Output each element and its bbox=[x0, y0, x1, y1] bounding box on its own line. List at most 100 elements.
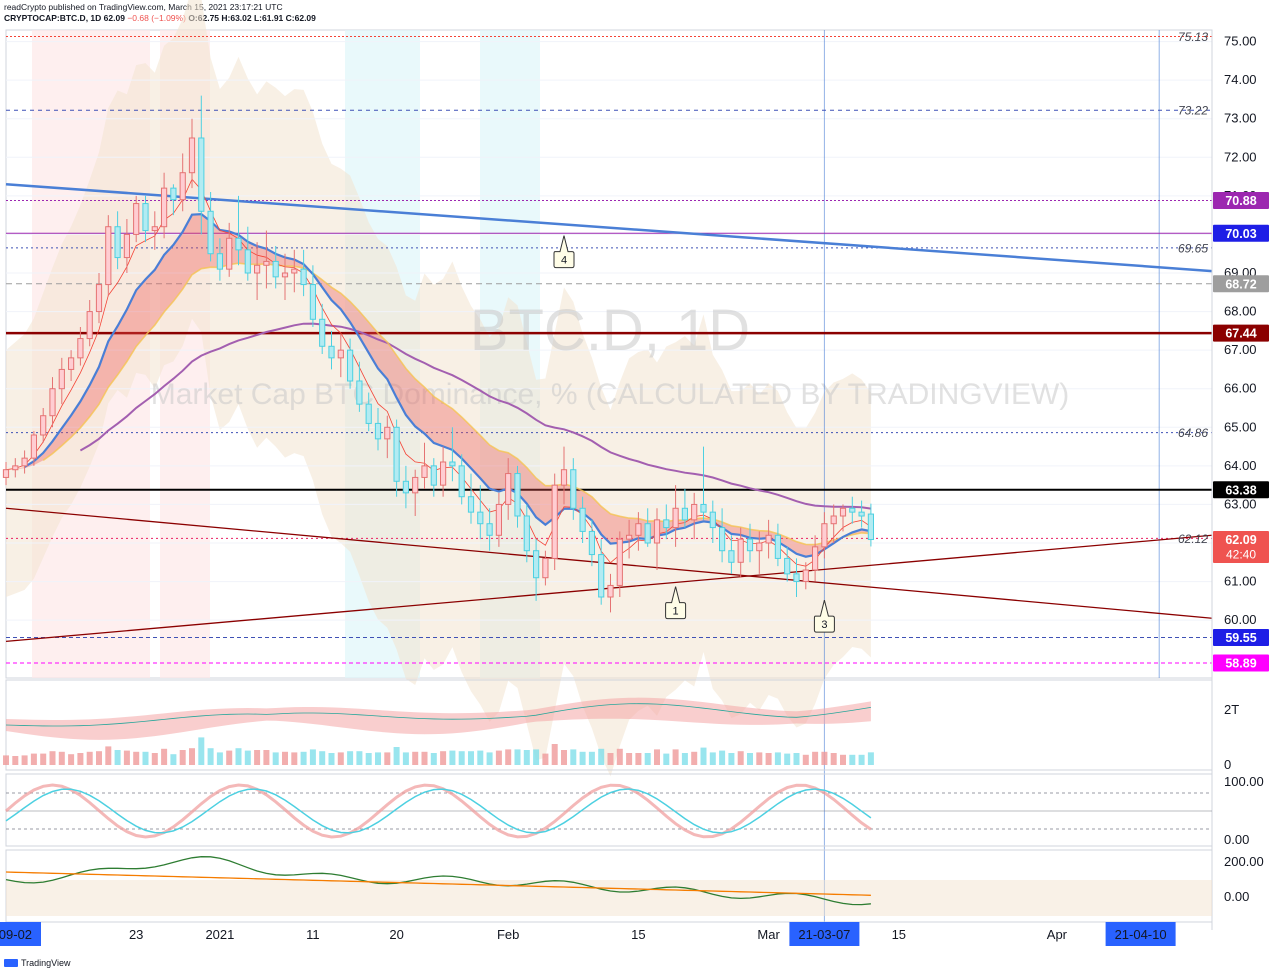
indicator-axis-label: 200.00 bbox=[1224, 854, 1264, 869]
price-label-box bbox=[1213, 191, 1269, 209]
volume-bar bbox=[291, 752, 298, 765]
watermark-title: BTC.D, 1D bbox=[470, 298, 750, 363]
price-tick-label: 64.00 bbox=[1224, 458, 1257, 473]
watermark-subtitle: Market Cap BTC Dominance, % (CALCULATED … bbox=[151, 378, 1070, 411]
price-change: −0.68 (−1.09%) bbox=[127, 13, 186, 23]
candle-body bbox=[588, 530, 595, 556]
candle-body bbox=[551, 484, 558, 559]
volume-bar bbox=[849, 754, 856, 765]
volume-bar bbox=[551, 744, 558, 765]
indicator-axis-label: 0.00 bbox=[1224, 832, 1249, 847]
candle-body bbox=[774, 534, 781, 559]
price-tick-label: 74.00 bbox=[1224, 72, 1257, 87]
price-tick-label: 65.00 bbox=[1224, 419, 1257, 434]
candle-body bbox=[77, 338, 84, 359]
volume-bar bbox=[700, 747, 707, 765]
candle-body bbox=[458, 465, 465, 498]
time-label-text: 20-09-02 bbox=[0, 927, 32, 942]
volume-bar bbox=[319, 751, 326, 765]
price-label-text: 70.88 bbox=[1225, 194, 1256, 208]
candle-body bbox=[2, 469, 10, 478]
cci-band bbox=[6, 880, 1212, 916]
volume-bar bbox=[709, 752, 716, 765]
volume-bar bbox=[402, 752, 409, 765]
candle-body bbox=[607, 584, 614, 598]
candle-body bbox=[765, 534, 772, 544]
price-tick-label: 61.00 bbox=[1224, 574, 1257, 589]
candle-body bbox=[626, 534, 633, 540]
indicator-axis-label: 2T bbox=[1224, 702, 1239, 717]
volume-bar bbox=[161, 748, 168, 765]
volume-bar bbox=[542, 753, 549, 765]
candle-body bbox=[328, 345, 335, 359]
volume-bar bbox=[77, 753, 84, 765]
symbol-line: CRYPTOCAP:BTC.D, 1D 62.09 −0.68 (−1.09%)… bbox=[4, 13, 316, 24]
volume-bar bbox=[263, 750, 270, 765]
volume-bar bbox=[347, 751, 354, 765]
candle-body bbox=[719, 527, 726, 552]
candle-body bbox=[263, 260, 270, 266]
candle-body bbox=[756, 542, 763, 552]
volume-bar bbox=[468, 751, 474, 765]
volume-bar bbox=[607, 753, 614, 765]
volume-bar bbox=[68, 754, 75, 765]
candle-body bbox=[653, 519, 661, 544]
volume-bar bbox=[282, 751, 288, 765]
price-label-text: 67.44 bbox=[1225, 327, 1256, 341]
candle-body bbox=[40, 415, 47, 436]
volume-bar bbox=[309, 749, 316, 765]
volume-bar bbox=[793, 753, 800, 765]
volume-bar bbox=[830, 753, 837, 765]
candle-body bbox=[300, 268, 307, 286]
tradingview-logo[interactable]: TradingView bbox=[4, 958, 71, 968]
candle-body bbox=[244, 249, 251, 274]
time-label-text: 21-03-07 bbox=[798, 927, 850, 942]
candle-body bbox=[672, 507, 679, 529]
indicator-panes: 2T 0 100.00 0.00 200.00 0.00 bbox=[3, 679, 1264, 923]
candle-body bbox=[700, 503, 707, 513]
last-price: 62.09 bbox=[103, 13, 125, 23]
ema-5-line bbox=[5, 178, 872, 567]
volume-bar bbox=[216, 752, 223, 765]
candle-body bbox=[728, 550, 735, 563]
volume-bar bbox=[765, 753, 772, 765]
chart-header: readCrypto published on TradingView.com,… bbox=[4, 2, 316, 24]
candle-body bbox=[421, 465, 428, 478]
annotation-callout bbox=[813, 599, 835, 633]
candle-body bbox=[737, 538, 744, 563]
trendline-descending bbox=[5, 507, 1213, 619]
volume-bar bbox=[384, 752, 391, 765]
candle-body bbox=[495, 503, 502, 536]
price-tick-label: 67.00 bbox=[1224, 342, 1257, 357]
annotation-callout bbox=[665, 586, 687, 620]
time-axis[interactable]: 20-09-02 23 2021 11 20 Feb 15 Mar 21-03-07 15 Apr 2… bbox=[0, 921, 1212, 946]
annotation-label: 4 bbox=[561, 255, 567, 267]
candle-body bbox=[430, 465, 437, 486]
candle-body bbox=[198, 137, 205, 212]
volume-bar bbox=[867, 752, 874, 765]
price-label-box bbox=[1213, 324, 1269, 342]
volume-bar bbox=[514, 749, 521, 765]
indicator-axis-label: 100.00 bbox=[1224, 774, 1264, 789]
volume-bar bbox=[644, 753, 651, 765]
candle-body bbox=[384, 426, 391, 440]
volume-bar bbox=[449, 750, 456, 765]
candle-body bbox=[86, 311, 93, 340]
candle-body bbox=[170, 187, 177, 201]
candle-body bbox=[356, 380, 363, 405]
volume-bar bbox=[226, 750, 233, 765]
volume-bar bbox=[189, 748, 195, 765]
volume-bar bbox=[430, 753, 437, 765]
candle-body bbox=[114, 226, 121, 259]
time-tick-label: Apr bbox=[1047, 927, 1068, 942]
time-label-box bbox=[789, 922, 860, 946]
annotation-label: 1 bbox=[673, 606, 679, 618]
price-label-text: 68.72 bbox=[1225, 277, 1256, 291]
price-label-text: 62.09 bbox=[1225, 533, 1256, 547]
price-label-countdown: 42:40 bbox=[1226, 548, 1256, 562]
volume-cloud-line bbox=[5, 703, 871, 727]
price-level-text: 69.65 bbox=[1178, 241, 1208, 255]
price-axis[interactable]: 60.0061.0062.0063.0064.0065.0066.0067.00… bbox=[1178, 30, 1269, 930]
candle-body bbox=[365, 403, 372, 424]
